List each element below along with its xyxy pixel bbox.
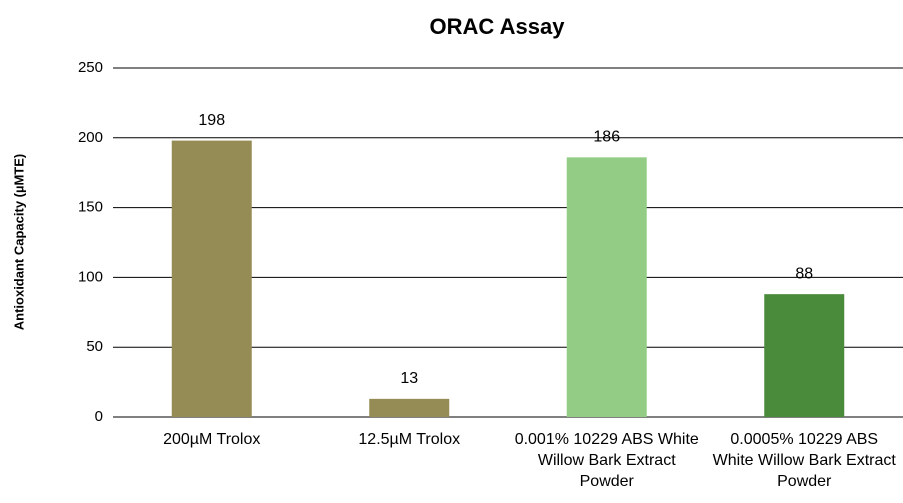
y-axis-title: Antioxidant Capacity (µMTE): [11, 154, 26, 331]
x-tick-label: 0.001% 10229 ABS White Willow Bark Extra…: [514, 431, 699, 490]
bar: [369, 398, 450, 417]
bar: [566, 157, 647, 417]
value-label: 88: [795, 265, 813, 282]
bar: [171, 140, 252, 418]
value-label: 198: [198, 112, 225, 129]
y-tick-label: 0: [95, 408, 103, 425]
value-label: 186: [593, 129, 620, 146]
x-tick-label: 0.0005% 10229 ABS White Willow Bark Extr…: [712, 431, 896, 490]
y-tick-label: 100: [78, 268, 103, 285]
bar: [764, 294, 845, 417]
y-tick-label: 150: [78, 199, 103, 216]
x-tick-label: 200µM Trolox: [163, 431, 261, 448]
value-label: 13: [400, 370, 418, 387]
y-tick-label: 200: [78, 129, 103, 146]
y-tick-label: 250: [78, 59, 103, 76]
y-tick-label: 50: [86, 338, 103, 355]
chart-title: ORAC Assay: [430, 14, 566, 39]
x-tick-label: 12.5µM Trolox: [358, 431, 461, 448]
